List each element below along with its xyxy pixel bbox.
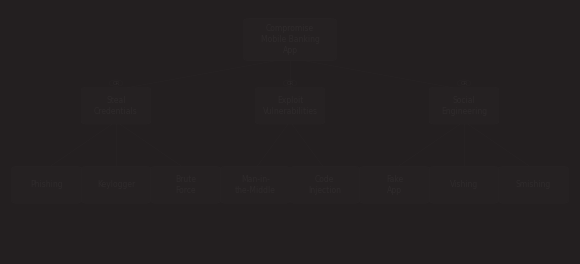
Text: Brute
Force: Brute Force [175, 175, 196, 195]
FancyBboxPatch shape [290, 166, 360, 203]
FancyBboxPatch shape [244, 18, 336, 61]
FancyBboxPatch shape [151, 166, 220, 203]
FancyBboxPatch shape [499, 166, 568, 203]
Text: Steal
Credentials: Steal Credentials [94, 96, 138, 116]
FancyBboxPatch shape [255, 87, 325, 124]
Text: Vishing: Vishing [450, 180, 478, 189]
Text: Compromise
Mobile Banking
App: Compromise Mobile Banking App [260, 24, 320, 55]
Text: Exploit
Vulnerabilities: Exploit Vulnerabilities [263, 96, 317, 116]
FancyBboxPatch shape [360, 166, 429, 203]
Text: Smishing: Smishing [516, 180, 551, 189]
FancyBboxPatch shape [81, 166, 151, 203]
Text: Man-in-
the-Middle: Man-in- the-Middle [235, 175, 276, 195]
Text: Code
Injection: Code Injection [309, 175, 341, 195]
Text: Keylogger: Keylogger [97, 180, 135, 189]
FancyBboxPatch shape [429, 87, 499, 124]
Text: OR: OR [113, 81, 119, 86]
FancyBboxPatch shape [81, 87, 151, 124]
Text: OR: OR [287, 81, 293, 86]
Text: Social
Engineering: Social Engineering [441, 96, 487, 116]
Text: Fake
App: Fake App [386, 175, 403, 195]
Text: Phishing: Phishing [30, 180, 63, 189]
FancyBboxPatch shape [429, 166, 499, 203]
FancyBboxPatch shape [220, 166, 290, 203]
Text: OR: OR [461, 81, 467, 86]
FancyBboxPatch shape [12, 166, 81, 203]
